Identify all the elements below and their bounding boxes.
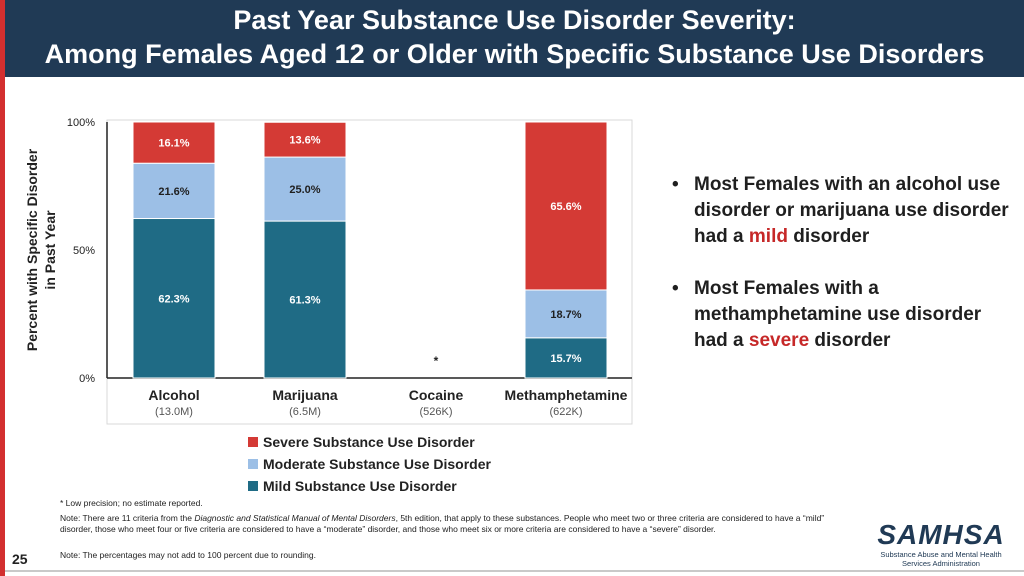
x-category-sublabel: (13.0M) xyxy=(155,406,193,418)
x-category-label: Cocaine xyxy=(409,387,464,403)
finding-text: Most Females with an alcohol use disorde… xyxy=(694,174,1009,247)
legend-label: Mild Substance Use Disorder xyxy=(263,478,457,494)
legend-label: Severe Substance Use Disorder xyxy=(263,434,475,450)
low-precision-footnote: * Low precision; no estimate reported. xyxy=(60,498,203,508)
page-title-line1: Past Year Substance Use Disorder Severit… xyxy=(233,5,796,35)
bar-segment xyxy=(524,121,608,291)
logo-subtitle-line1: Substance Abuse and Mental Health xyxy=(880,550,1002,559)
data-label: 16.1% xyxy=(158,138,189,150)
finding-bullet: • Most Females with a methamphetamine use… xyxy=(670,276,1010,354)
legend-label: Moderate Substance Use Disorder xyxy=(263,456,492,472)
criteria-note: Note: There are 11 criteria from the Dia… xyxy=(60,513,850,535)
criteria-note-text: Note: There are 11 criteria from the xyxy=(60,513,195,523)
y-axis-label-line2: in Past Year xyxy=(42,210,58,290)
finding-text-end: disorder xyxy=(787,226,870,247)
x-category-label: Alcohol xyxy=(148,387,199,403)
y-tick-label: 50% xyxy=(73,245,95,257)
rounding-note: Note: The percentages may not add to 100… xyxy=(60,550,316,560)
bar-segment xyxy=(263,121,347,158)
bar-segment xyxy=(263,220,347,379)
bottom-rule xyxy=(5,570,1024,572)
key-findings: • Most Females with an alcohol use disord… xyxy=(670,172,1010,380)
x-category-sublabel: (526K) xyxy=(419,406,452,418)
criteria-note-source: Diagnostic and Statistical Manual of Men… xyxy=(194,513,396,523)
bar-segment xyxy=(132,121,216,164)
finding-highlight: mild xyxy=(748,226,788,247)
data-label: 25.0% xyxy=(289,184,320,196)
data-label: 21.6% xyxy=(158,186,189,198)
stacked-bar-chart: 0% 50% 100% Percent with Specific Disorder i… xyxy=(24,117,633,494)
legend-swatch xyxy=(248,437,258,447)
finding-bullet: • Most Females with an alcohol use disord… xyxy=(670,172,1010,250)
bar-segment xyxy=(132,162,216,220)
data-label: 15.7% xyxy=(550,353,581,365)
samhsa-logo: SAMHSA Substance Abuse and Mental Health… xyxy=(866,519,1016,569)
x-category-sublabel: (622K) xyxy=(549,406,582,418)
title-banner: Past Year Substance Use Disorder Severit… xyxy=(5,0,1024,77)
page-title-line2: Among Females Aged 12 or Older with Spec… xyxy=(44,39,985,69)
data-label: 65.6% xyxy=(550,201,581,213)
logo-wordmark: SAMHSA xyxy=(877,519,1005,550)
data-label: 18.7% xyxy=(550,309,581,321)
page-number: 25 xyxy=(12,551,28,567)
data-label: 61.3% xyxy=(289,295,320,307)
x-category-label: Marijuana xyxy=(272,387,338,403)
left-accent-stripe xyxy=(0,0,5,576)
legend-swatch xyxy=(248,481,258,491)
bar-segment xyxy=(132,218,216,379)
x-category-label: Methamphetamine xyxy=(505,387,628,403)
x-category-sublabel: (6.5M) xyxy=(289,406,321,418)
criteria-note-text-end: , 5th edition, that apply to these subst… xyxy=(60,513,825,534)
bullet-dot: • xyxy=(672,278,679,299)
no-estimate-marker: * xyxy=(434,354,439,368)
finding-text: Most Females with a methamphetamine use … xyxy=(694,278,982,351)
y-tick-label: 0% xyxy=(79,373,95,385)
finding-text-end: disorder xyxy=(809,330,891,351)
bullet-dot: • xyxy=(672,174,679,195)
data-label: 62.3% xyxy=(158,293,189,305)
y-tick-label: 100% xyxy=(67,117,95,129)
bar-segment xyxy=(263,156,347,222)
y-axis-label-line1: Percent with Specific Disorder xyxy=(24,148,40,351)
finding-highlight: severe xyxy=(748,330,810,351)
legend-swatch xyxy=(248,459,258,469)
data-label: 13.6% xyxy=(289,135,320,147)
logo-subtitle-line2: Services Administration xyxy=(902,559,980,568)
